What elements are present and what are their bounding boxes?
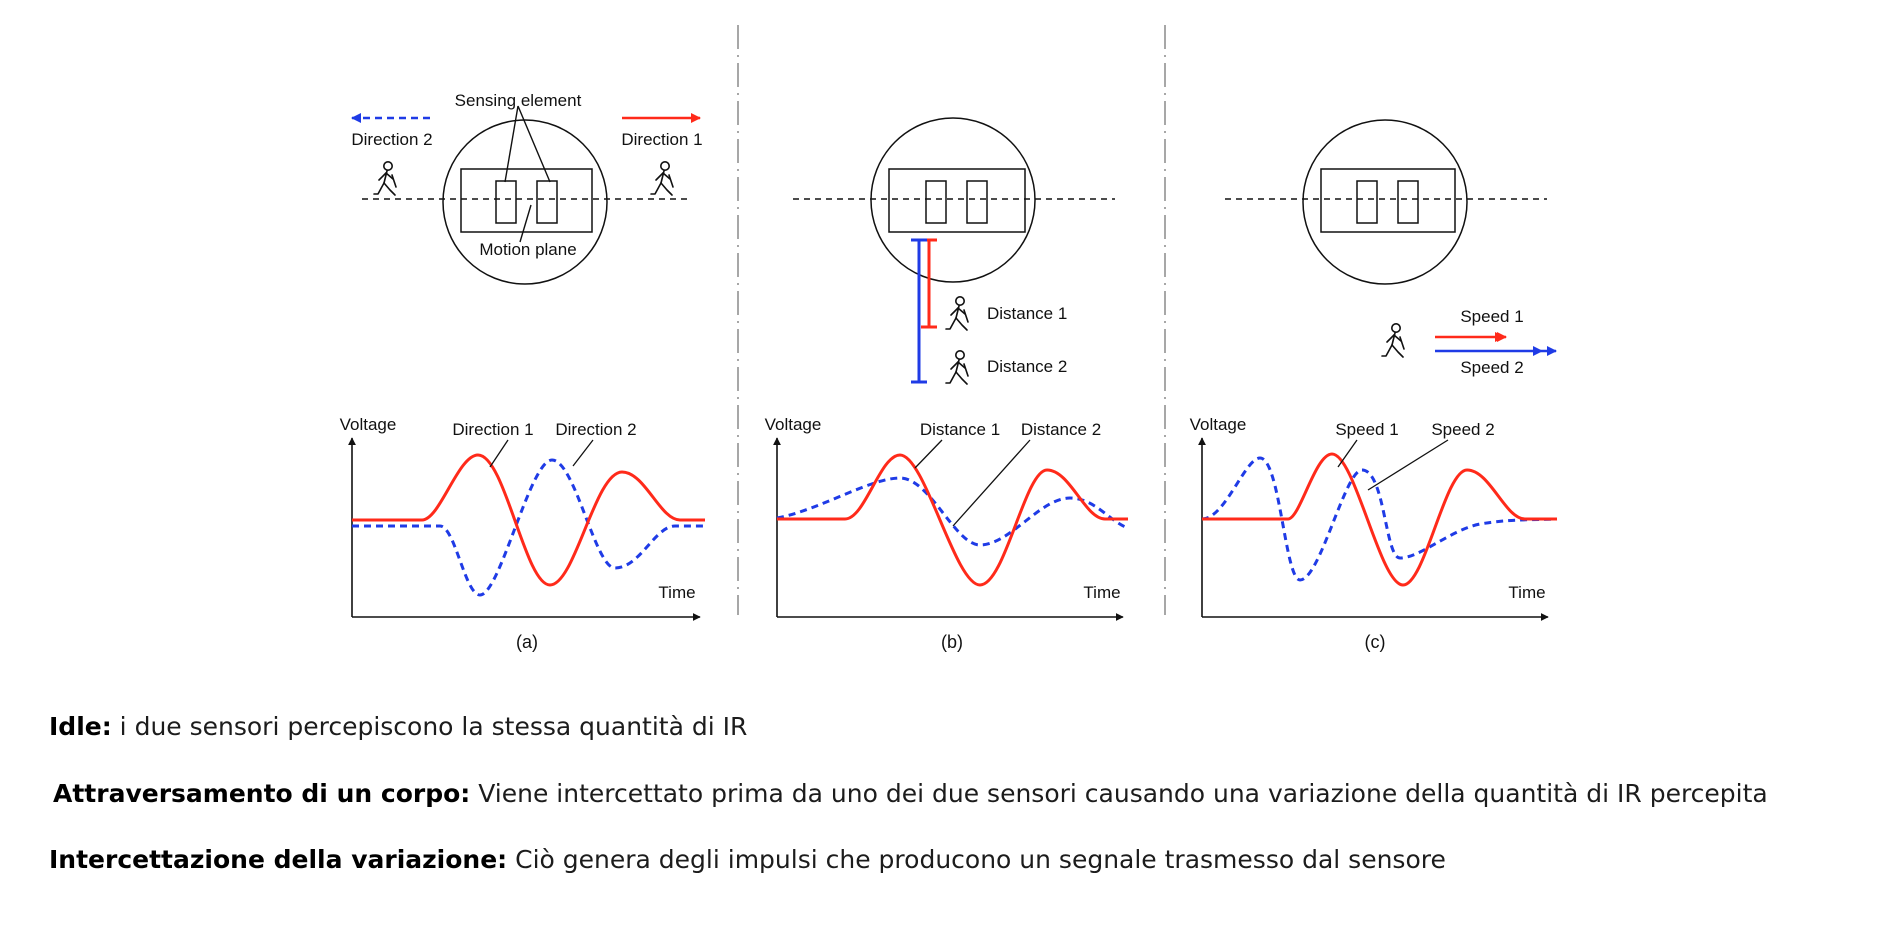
curve-1-leader bbox=[914, 439, 943, 469]
walking-person-icon bbox=[650, 161, 674, 196]
direction-1-label: Direction 1 bbox=[621, 130, 702, 149]
panel-c: Speed 1 Speed 2 Voltage Time Speed 1 Spe… bbox=[1190, 119, 1558, 652]
curve-2-label: Direction 2 bbox=[555, 420, 636, 439]
sensing-element-left bbox=[495, 180, 517, 224]
sensing-element-right bbox=[1397, 180, 1419, 224]
graph-c: Voltage Time Speed 1 Speed 2 bbox=[1190, 415, 1558, 621]
panel-b: Distance 1 Distance 2 Voltage Time Dista… bbox=[765, 117, 1129, 652]
motion-plane-leader bbox=[519, 204, 532, 243]
x-axis-label: Time bbox=[1083, 583, 1120, 602]
sensor-body bbox=[460, 168, 593, 233]
x-axis-label: Time bbox=[658, 583, 695, 602]
walking-person-icon bbox=[945, 295, 969, 331]
curve-1-leader bbox=[489, 439, 509, 468]
x-axis-label: Time bbox=[1508, 583, 1545, 602]
signal-speed-2 bbox=[1201, 456, 1558, 582]
double-arrow-icon bbox=[1533, 346, 1543, 356]
panel-b-label: (b) bbox=[941, 632, 963, 652]
sensing-element-right bbox=[536, 180, 558, 224]
graph-b: Voltage Time Distance 1 Distance 2 bbox=[765, 415, 1129, 621]
double-arrow-icon bbox=[1495, 332, 1505, 342]
walking-person-icon bbox=[945, 349, 969, 385]
curve-1-label: Distance 1 bbox=[920, 420, 1000, 439]
sensing-element-leader bbox=[504, 105, 551, 183]
signal-distance-1 bbox=[777, 453, 1128, 587]
distance-2-label: Distance 2 bbox=[987, 357, 1067, 376]
distance-1-bracket bbox=[921, 238, 937, 329]
sensing-element-left bbox=[1356, 180, 1378, 224]
signal-direction-2 bbox=[352, 458, 705, 597]
sensing-element-label: Sensing element bbox=[455, 91, 582, 110]
sensor-lens bbox=[870, 117, 1036, 283]
caption-term: Attraversamento di un corpo: bbox=[53, 779, 471, 808]
signal-distance-2 bbox=[776, 476, 1129, 547]
curve-2-leader bbox=[1367, 439, 1449, 491]
curve-2-leader bbox=[572, 439, 594, 467]
distance-1-label: Distance 1 bbox=[987, 304, 1067, 323]
caption-idle: Idle: i due sensori percepiscono la stes… bbox=[49, 712, 747, 741]
sensor-body bbox=[888, 168, 1026, 233]
sensing-element-left bbox=[925, 180, 947, 224]
distance-2-bracket bbox=[911, 238, 927, 384]
y-axis-label: Voltage bbox=[765, 415, 822, 434]
sensor-c bbox=[1225, 119, 1547, 285]
curve-2-label: Speed 2 bbox=[1431, 420, 1494, 439]
curve-1-label: Speed 1 bbox=[1335, 420, 1398, 439]
walking-person-icon bbox=[1381, 322, 1405, 358]
caption-term: Idle: bbox=[49, 712, 112, 741]
signal-direction-1 bbox=[352, 453, 705, 587]
sensor-body bbox=[1320, 168, 1456, 233]
direction-2-label: Direction 2 bbox=[351, 130, 432, 149]
caption-text: Ciò genera degli impulsi che producono u… bbox=[507, 845, 1446, 874]
caption-crossing: Attraversamento di un corpo: Viene inter… bbox=[53, 779, 1768, 808]
y-axis-label: Voltage bbox=[1190, 415, 1247, 434]
y-axis-label: Voltage bbox=[340, 415, 397, 434]
curve-1-label: Direction 1 bbox=[452, 420, 533, 439]
sensor-lens bbox=[442, 119, 608, 285]
panel-c-label: (c) bbox=[1365, 632, 1386, 652]
curve-1-leader bbox=[1337, 439, 1358, 468]
motion-plane-label: Motion plane bbox=[479, 240, 576, 259]
signal-speed-1-line bbox=[1202, 452, 1557, 587]
caption-term: Intercettazione della variazione: bbox=[49, 845, 508, 874]
curve-2-leader bbox=[952, 439, 1031, 527]
sensing-element-right bbox=[966, 180, 988, 224]
panel-a-label: (a) bbox=[516, 632, 538, 652]
caption-interception: Intercettazione della variazione: Ciò ge… bbox=[49, 845, 1446, 874]
walking-person-icon bbox=[373, 161, 397, 196]
speed-2-label: Speed 2 bbox=[1460, 358, 1523, 377]
sensor-lens bbox=[1302, 119, 1468, 285]
caption-text: i due sensori percepiscono la stessa qua… bbox=[111, 712, 748, 741]
curve-2-label: Distance 2 bbox=[1021, 420, 1101, 439]
sensor-b bbox=[793, 117, 1115, 283]
graph-a: Voltage Time Direction 1 Direction 2 bbox=[340, 415, 705, 621]
speed-1-label: Speed 1 bbox=[1460, 307, 1523, 326]
caption-text: Viene intercettato prima da uno dei due … bbox=[470, 779, 1768, 808]
sensor-a: Sensing element Motion plane bbox=[362, 91, 688, 285]
panel-a: Sensing element Motion plane Direction 2… bbox=[340, 91, 705, 652]
